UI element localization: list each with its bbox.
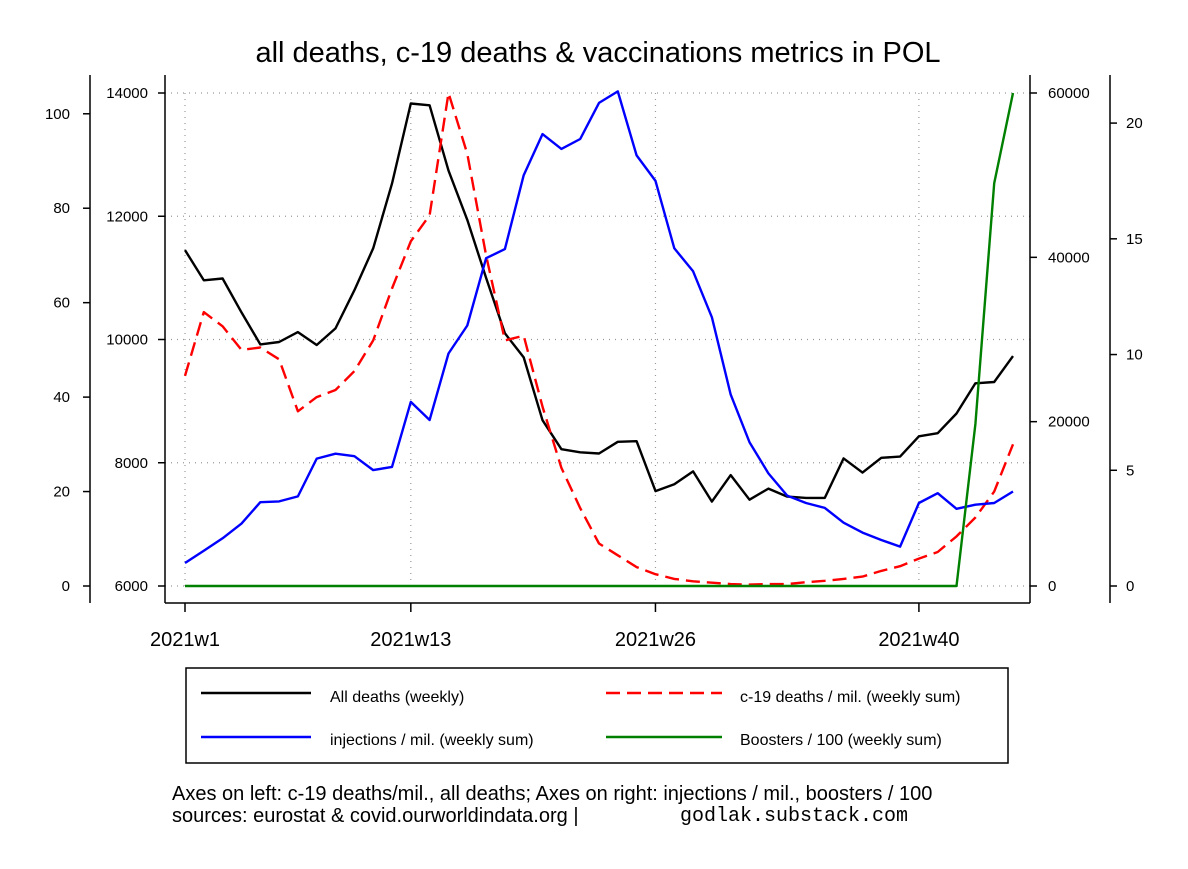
series-layer bbox=[183, 90, 1015, 588]
substack-credit: godlak.substack.com bbox=[680, 805, 908, 828]
axis-left-inner-tick-label-14000: 14000 bbox=[106, 85, 148, 102]
axis-left-outer-tick-label-20: 20 bbox=[53, 484, 70, 501]
axis-left-outer-tick-label-0: 0 bbox=[62, 578, 70, 595]
axis-right-outer-tick-label-20: 20 bbox=[1126, 115, 1143, 132]
axis-right-outer-tick-label-5: 5 bbox=[1126, 462, 1134, 479]
axis-left-inner-tick-label-8000: 8000 bbox=[115, 455, 148, 472]
legend-label-all-deaths: All deaths (weekly) bbox=[330, 689, 464, 706]
axes-layer: 0204060801006000800010000120001400002000… bbox=[45, 75, 1143, 651]
legend-label-injections: injections / mil. (weekly sum) bbox=[330, 732, 534, 749]
axis-right-outer-tick-label-15: 15 bbox=[1126, 231, 1143, 248]
axis-right-outer-tick-label-10: 10 bbox=[1126, 347, 1143, 364]
axis-x-tick-label-2021w26: 2021w26 bbox=[615, 629, 696, 651]
axis-left-inner-tick-label-6000: 6000 bbox=[115, 578, 148, 595]
axis-right-outer-tick-label-0: 0 bbox=[1126, 578, 1134, 595]
axis-x-tick-label-2021w13: 2021w13 bbox=[370, 629, 451, 651]
series-line-boosters-100-weekly-sum bbox=[185, 92, 1015, 588]
legend-box bbox=[185, 667, 1009, 764]
sources-note: sources: eurostat & covid.ourworldindata… bbox=[172, 805, 579, 827]
chart-title: all deaths, c-19 deaths & vaccinations m… bbox=[255, 37, 940, 69]
axis-left-outer-tick-label-60: 60 bbox=[53, 295, 70, 312]
series-line-all-deaths-weekly bbox=[183, 102, 1014, 503]
series-line-injections-mil-weekly-sum bbox=[184, 90, 1014, 565]
legend: All deaths (weekly) c-19 deaths / mil. (… bbox=[185, 667, 1009, 764]
legend-label-c19-deaths: c-19 deaths / mil. (weekly sum) bbox=[740, 689, 961, 706]
legend-label-boosters: Boosters / 100 (weekly sum) bbox=[740, 732, 942, 749]
axis-right-inner-tick-label-20000: 20000 bbox=[1048, 414, 1090, 431]
axis-left-outer-tick-label-80: 80 bbox=[53, 200, 70, 217]
axis-right-inner-tick-label-40000: 40000 bbox=[1048, 249, 1090, 266]
axis-left-outer-tick-label-40: 40 bbox=[53, 389, 70, 406]
axis-left-outer-tick-label-100: 100 bbox=[45, 106, 70, 123]
axes-note: Axes on left: c-19 deaths/mil., all deat… bbox=[172, 783, 932, 805]
axis-left-inner-tick-label-10000: 10000 bbox=[106, 332, 148, 349]
axis-right-inner-tick-label-0: 0 bbox=[1048, 578, 1056, 595]
axis-left-inner-tick-label-12000: 12000 bbox=[106, 208, 148, 225]
series-line-c-19-deaths-mil-weekly-sum bbox=[183, 91, 1015, 586]
axis-right-inner-tick-label-60000: 60000 bbox=[1048, 85, 1090, 102]
axis-x-tick-label-2021w40: 2021w40 bbox=[878, 629, 959, 651]
axis-x-tick-label-2021w1: 2021w1 bbox=[150, 629, 220, 651]
